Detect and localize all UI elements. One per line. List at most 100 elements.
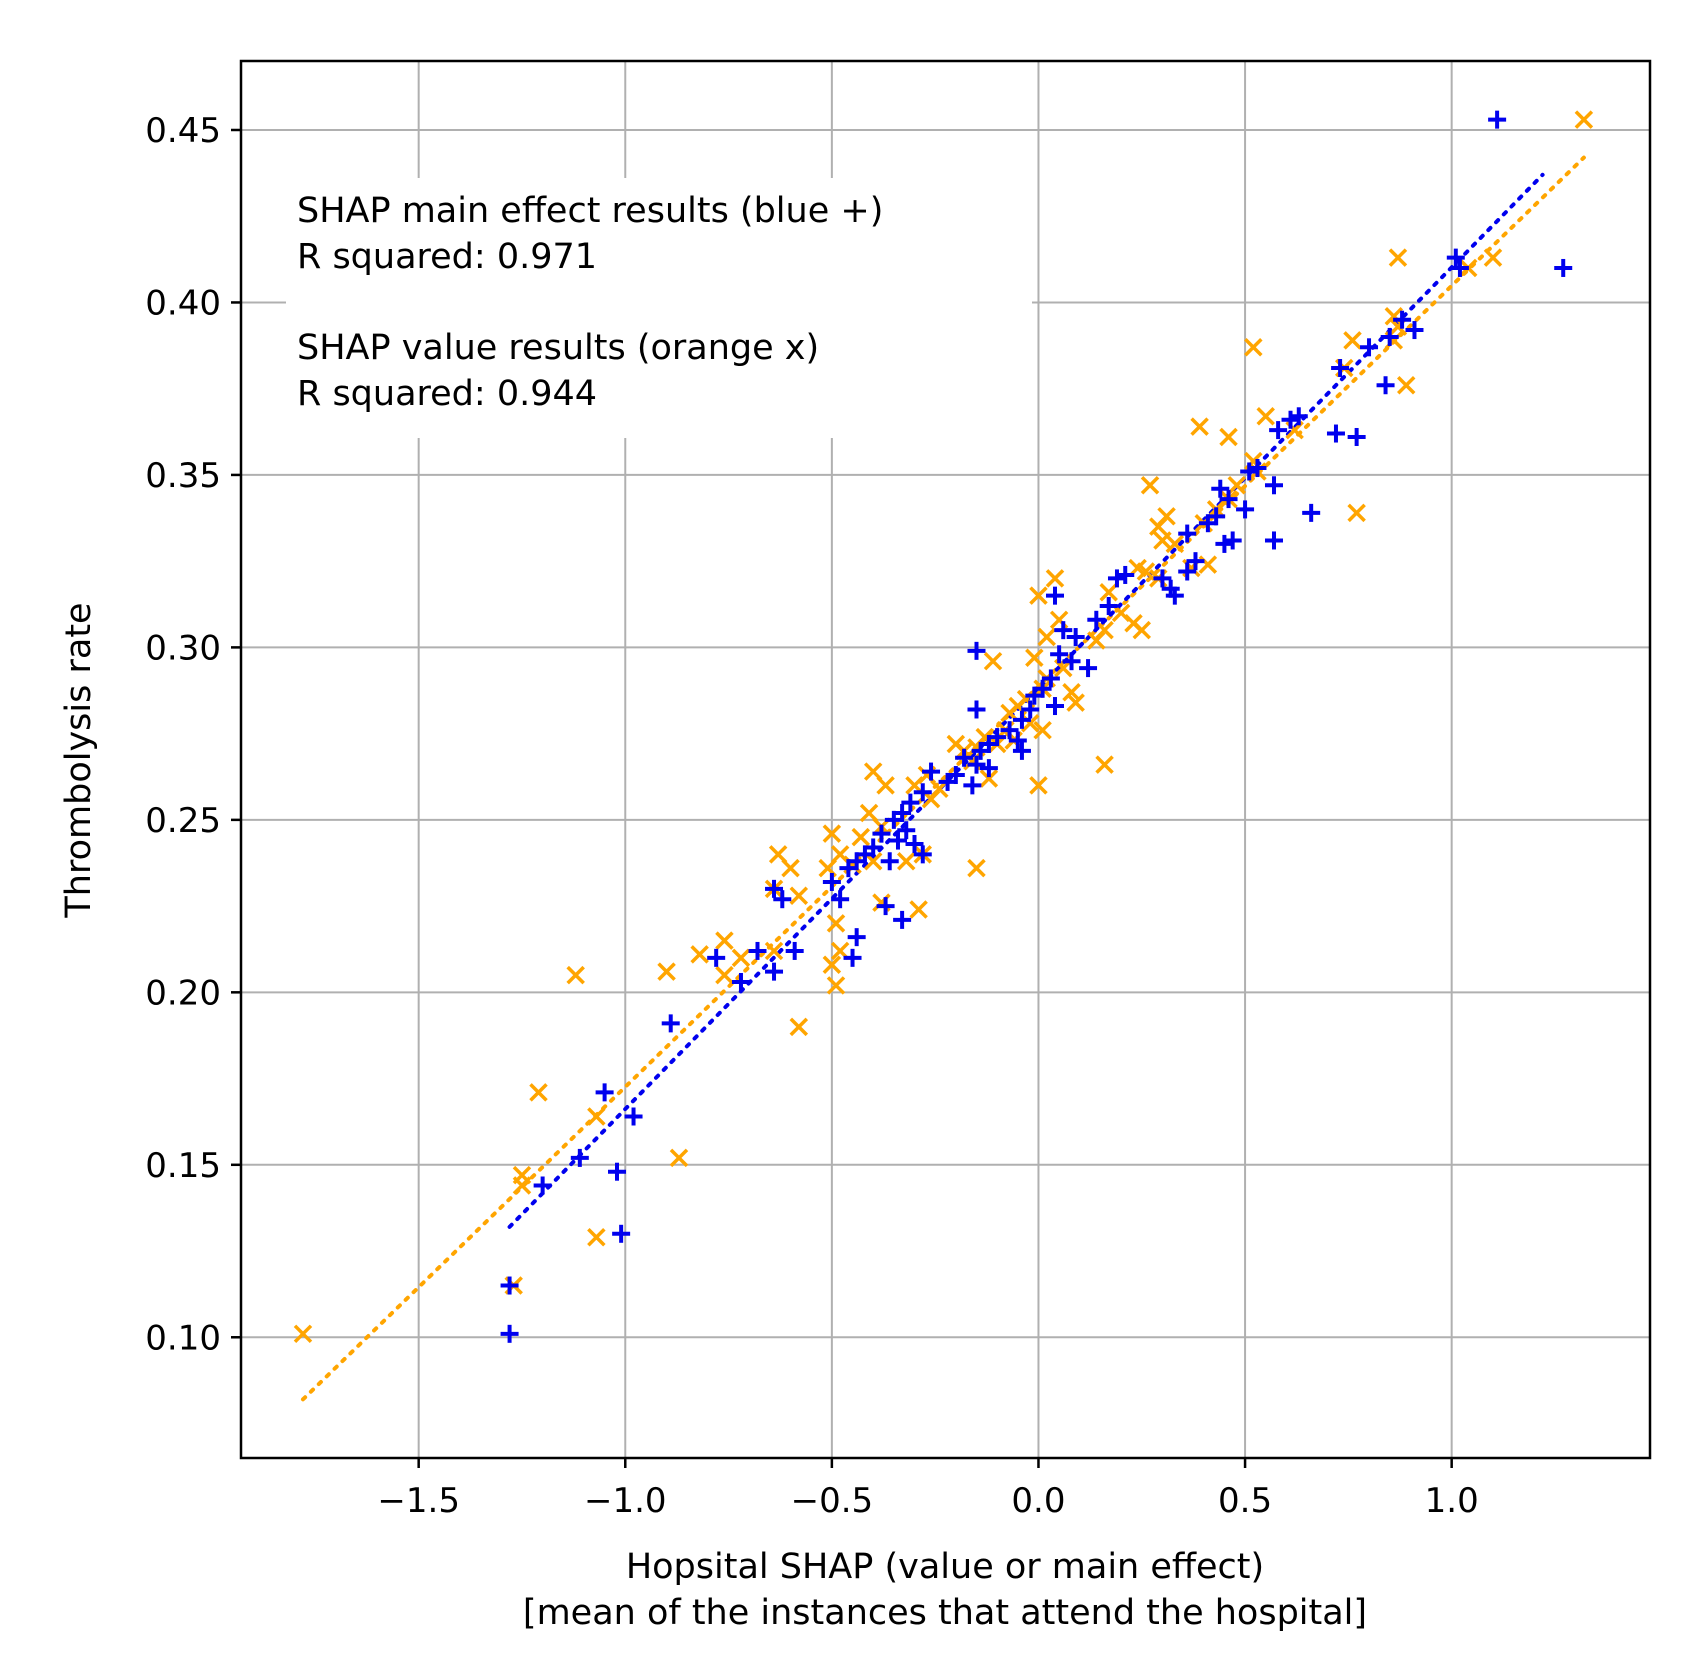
shap-value-point [1033, 720, 1052, 740]
shap-value-point [1165, 534, 1185, 554]
y-tick-label: 0.45 [145, 111, 221, 151]
y-tick-label: 0.15 [145, 1146, 221, 1186]
main-effect-point [1008, 731, 1027, 750]
shap-value-point [764, 941, 784, 961]
x-tick-label: −1.0 [584, 1481, 667, 1521]
main-effect-point [1186, 552, 1205, 571]
shap-value-point [1149, 517, 1168, 536]
main-effect-point [1223, 531, 1242, 550]
annotation-shap-value-title: SHAP value results (orange x) [297, 328, 819, 368]
main-effect-point [967, 641, 986, 660]
main-effect-point [1062, 652, 1081, 671]
shap-value-point [822, 824, 842, 843]
main-effect-point [913, 783, 932, 802]
main-effect-point [1021, 700, 1040, 719]
main-effect-point [1264, 531, 1283, 550]
main-effect-point [1116, 565, 1135, 584]
shap-value-point [826, 914, 846, 933]
main-effect-point [1376, 376, 1395, 395]
shap-value-point [1256, 407, 1275, 426]
main-effect-point [893, 910, 912, 929]
shap-value-point [946, 734, 966, 754]
main-effect-point [1066, 628, 1085, 647]
shap-value-point [715, 931, 734, 950]
data-points [293, 110, 1594, 1344]
y-axis-ticks: 0.10 0.15 0.20 0.25 0.30 0.35 0.40 0.45 [145, 111, 241, 1358]
x-axis-ticks: −1.5 −1.0 −0.5 0.0 0.5 1.0 [377, 1458, 1479, 1521]
main-effect-point [971, 741, 990, 760]
shap-value-point [1045, 569, 1065, 588]
shap-value-point [822, 955, 842, 974]
main-effect-point [1236, 500, 1255, 519]
y-axis-label: Thrombolysis rate [59, 602, 99, 918]
main-effect-point [1178, 524, 1197, 543]
shap-value-point [1029, 586, 1048, 605]
main-effect-point [1045, 697, 1064, 716]
main-effect-point [1211, 479, 1230, 498]
main-effect-point [707, 948, 726, 967]
main-effect-point [1281, 410, 1300, 429]
shap-value-point [781, 858, 800, 878]
main-effect-point [1264, 476, 1283, 495]
main-effect-point [831, 890, 850, 909]
shap-value-point [1124, 614, 1143, 633]
main-effect-point [1393, 310, 1412, 329]
main-effect-point [612, 1224, 631, 1243]
y-tick-label: 0.35 [145, 456, 221, 496]
main-effect-point [1240, 462, 1259, 481]
shap-value-point [293, 1324, 313, 1344]
main-effect-point [1165, 586, 1184, 605]
main-effect-point [1045, 586, 1064, 605]
main-effect-point [979, 759, 998, 778]
main-effect-point [967, 700, 986, 719]
main-effect-point [1153, 569, 1172, 588]
shap-value-point [1483, 248, 1503, 267]
main-effect-point [938, 772, 957, 791]
main-effect-point [1446, 248, 1465, 267]
main-effect-point [847, 928, 866, 947]
shap-value-point [1388, 248, 1408, 267]
main-effect-point [608, 1162, 627, 1181]
main-effect-point [901, 793, 920, 812]
main-effect-point [1178, 562, 1197, 581]
y-tick-label: 0.30 [145, 628, 221, 668]
main-effect-point [1450, 258, 1469, 277]
y-tick-label: 0.25 [145, 801, 221, 841]
shap-value-point [1136, 562, 1156, 581]
main-effect-point [595, 1083, 614, 1102]
main-effect-point [1107, 569, 1126, 588]
y-tick-label: 0.10 [145, 1318, 221, 1358]
shap-value-point [1037, 627, 1056, 647]
main-effect-point [785, 941, 804, 960]
shap-value-point [826, 976, 846, 995]
main-effect-point [1219, 490, 1238, 509]
main-effect-point [1302, 503, 1321, 522]
x-axis-label: Hopsital SHAP (value or main effect) [626, 1547, 1264, 1587]
shap-value-point [1099, 582, 1118, 602]
shap-value-point [512, 1176, 532, 1195]
main-effect-point [880, 852, 899, 871]
shap-value-point [1029, 776, 1048, 795]
main-effect-point [1360, 338, 1379, 357]
main-effect-point [1269, 421, 1288, 440]
main-effect-point [897, 821, 916, 840]
main-effect-point [1554, 258, 1573, 277]
main-effect-point [748, 941, 767, 960]
shap-value-point [1062, 682, 1081, 702]
shap-value-point [566, 965, 585, 985]
shap-value-point [1244, 338, 1263, 357]
main-effect-point [1488, 110, 1507, 129]
annotation-main-effect-r2: R squared: 0.971 [297, 237, 597, 277]
main-effect-point [1331, 358, 1350, 377]
shap-value-point [1396, 376, 1416, 395]
shap-value-point [1574, 110, 1594, 129]
main-effect-point [955, 748, 974, 767]
main-effect-point [624, 1107, 643, 1126]
main-effect-point [905, 835, 924, 854]
x-tick-label: 0.5 [1218, 1481, 1272, 1521]
main-effect-point [1198, 514, 1217, 533]
main-effect-point [1405, 321, 1424, 340]
main-effect-point [876, 897, 895, 916]
main-effect-point [500, 1324, 519, 1343]
